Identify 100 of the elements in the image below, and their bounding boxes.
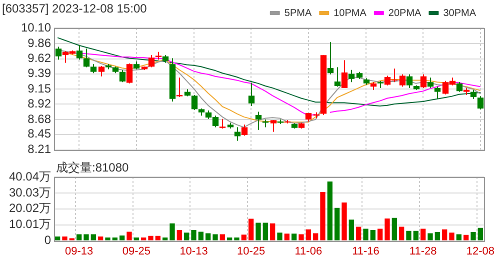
bar <box>126 232 132 240</box>
bar <box>112 237 118 240</box>
y-tick-label: 9.86 <box>28 36 52 50</box>
candlestick <box>334 66 341 88</box>
legend-label: 10PMA <box>334 8 367 19</box>
bar <box>413 230 418 240</box>
bar <box>62 236 68 240</box>
candlestick <box>470 89 477 100</box>
candlestick <box>119 69 126 83</box>
x-tick-label: 11-28 <box>409 245 437 258</box>
candlestick <box>126 62 133 84</box>
legend-label: 20PMA <box>388 8 422 19</box>
candlestick <box>434 86 441 100</box>
bar <box>262 222 268 240</box>
bar <box>120 236 125 240</box>
y-tick-label: 9.15 <box>28 82 52 96</box>
y-tick-label: 0 <box>44 233 52 248</box>
bar <box>406 230 412 240</box>
bar <box>141 237 146 240</box>
bar <box>478 228 483 240</box>
candlestick <box>348 69 355 83</box>
y-tick-label: 8.68 <box>28 112 52 126</box>
bar <box>298 234 304 240</box>
bar <box>449 232 454 240</box>
x-tick-label: 10-25 <box>237 245 266 258</box>
bar <box>170 223 175 240</box>
candlestick <box>427 77 434 88</box>
bar <box>420 228 426 240</box>
y-tick-label: 20.02万 <box>8 201 51 216</box>
candlestick <box>270 120 277 132</box>
y-tick-label: 8.21 <box>28 142 52 156</box>
bar <box>327 182 332 240</box>
bar <box>198 232 204 240</box>
bar <box>241 234 246 240</box>
bar <box>378 228 383 240</box>
bar <box>256 222 261 240</box>
bar <box>277 232 282 240</box>
x-tick-label: 12-08 <box>466 245 494 258</box>
bar <box>356 226 362 240</box>
y-tick-label: 10.10 <box>20 20 52 34</box>
bar <box>306 229 311 240</box>
bar <box>384 218 390 240</box>
bar <box>342 202 347 240</box>
candlestick <box>248 82 255 106</box>
y-tick-label: 9.39 <box>28 66 52 80</box>
chart-title: [603357] 2023-12-08 15:00 <box>2 1 148 16</box>
bar <box>206 233 211 240</box>
bar <box>55 236 60 240</box>
bar <box>442 229 448 240</box>
bar <box>464 234 469 240</box>
bar <box>84 234 89 240</box>
candlestick <box>327 42 334 75</box>
bar <box>428 233 433 240</box>
candlestick <box>98 66 105 77</box>
chart-title: 成交量:81080 <box>56 160 130 174</box>
bar <box>176 230 182 240</box>
bar <box>162 237 168 240</box>
bar <box>456 234 462 240</box>
y-tick-label: 8.92 <box>28 96 52 110</box>
bar <box>392 218 397 240</box>
bar <box>184 232 190 240</box>
x-tick-label: 09-13 <box>65 245 94 258</box>
candlestick <box>83 48 90 68</box>
bar <box>470 232 476 240</box>
candlestick <box>477 96 484 110</box>
bar <box>134 237 139 240</box>
legend-label: 5PMA <box>284 8 312 19</box>
bar <box>363 228 368 240</box>
x-tick-label: 09-25 <box>122 245 150 258</box>
bar <box>191 230 196 240</box>
bar <box>212 234 218 240</box>
bar <box>105 237 110 240</box>
bar <box>370 230 376 240</box>
x-tick-label: 11-06 <box>294 245 322 258</box>
y-tick-label: 10.01万 <box>8 217 51 232</box>
candlestick <box>234 126 241 142</box>
bar <box>399 226 404 240</box>
candlestick <box>241 124 248 136</box>
candlestick <box>406 74 413 88</box>
bar <box>76 234 82 240</box>
bar <box>248 218 254 240</box>
candlestick <box>148 54 155 68</box>
bar <box>348 220 354 240</box>
x-tick-label: 10-13 <box>180 245 208 258</box>
bar <box>284 234 290 240</box>
bar <box>227 237 232 240</box>
y-tick-label: 8.45 <box>28 126 52 141</box>
y-tick-label: 30.03万 <box>8 185 51 200</box>
bar <box>234 237 240 240</box>
candlestick <box>399 74 406 88</box>
candlestick <box>456 82 463 92</box>
legend-label: 30PMA <box>443 8 476 19</box>
candlestick <box>90 64 97 74</box>
x-tick-label: 11-16 <box>352 245 380 258</box>
bar <box>270 223 276 240</box>
candlestick <box>191 94 198 110</box>
bar <box>292 234 297 240</box>
y-tick-label: 40.04万 <box>8 169 51 184</box>
candlestick <box>176 77 183 98</box>
candlestick <box>76 44 83 60</box>
